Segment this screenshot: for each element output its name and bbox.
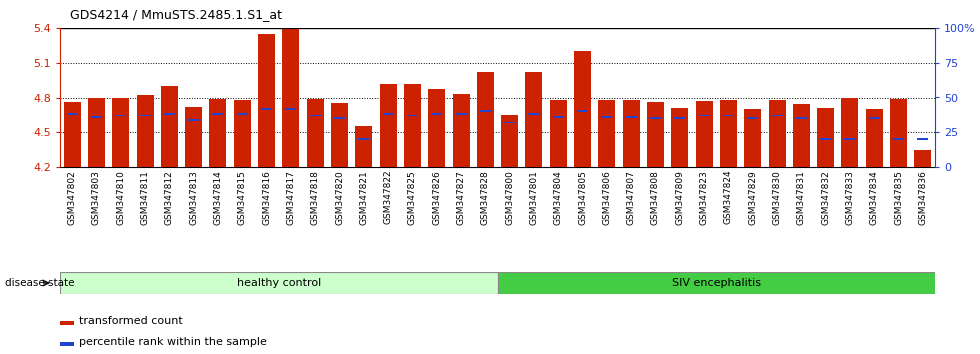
Bar (723, 115, 734, 116)
Bar (599, 100, 615, 167)
Bar (234, 100, 251, 167)
Bar (164, 113, 174, 115)
Bar (699, 115, 710, 116)
Bar (768, 100, 786, 167)
Bar (647, 102, 664, 167)
Bar (185, 107, 202, 167)
Bar (310, 115, 320, 116)
Bar (771, 115, 783, 116)
Bar (744, 109, 761, 167)
Bar (213, 113, 223, 115)
Bar (113, 97, 129, 167)
Bar (307, 99, 323, 167)
Bar (842, 97, 858, 167)
Bar (282, 29, 300, 167)
Bar (747, 118, 759, 119)
Bar (136, 95, 154, 167)
Bar (498, 272, 935, 294)
Bar (504, 121, 515, 124)
Bar (359, 138, 369, 140)
Bar (60, 342, 74, 346)
Bar (650, 118, 662, 119)
Bar (525, 72, 543, 167)
Bar (139, 115, 151, 116)
Bar (237, 113, 248, 115)
Bar (456, 113, 466, 115)
Text: percentile rank within the sample: percentile rank within the sample (79, 337, 268, 347)
Bar (817, 108, 834, 167)
Bar (796, 118, 807, 119)
Bar (574, 51, 591, 167)
Bar (577, 110, 588, 112)
Bar (331, 103, 348, 167)
Bar (477, 72, 494, 167)
Bar (696, 101, 712, 167)
Bar (404, 84, 421, 167)
Bar (64, 102, 80, 167)
Bar (501, 115, 518, 167)
Bar (674, 118, 685, 119)
Bar (480, 110, 491, 112)
Bar (671, 108, 688, 167)
Bar (356, 126, 372, 167)
Bar (868, 118, 880, 119)
Bar (67, 113, 77, 115)
Bar (91, 116, 102, 118)
Bar (60, 272, 498, 294)
Bar (428, 90, 445, 167)
Bar (820, 138, 831, 140)
Bar (625, 116, 637, 118)
Bar (793, 104, 809, 167)
Text: GDS4214 / MmuSTS.2485.1.S1_at: GDS4214 / MmuSTS.2485.1.S1_at (70, 8, 282, 21)
Text: transformed count: transformed count (79, 316, 183, 326)
Bar (550, 100, 566, 167)
Text: healthy control: healthy control (236, 278, 320, 288)
Bar (602, 116, 612, 118)
Bar (622, 100, 640, 167)
Bar (845, 138, 856, 140)
Bar (261, 108, 272, 109)
Bar (917, 138, 928, 140)
Bar (382, 113, 394, 115)
Bar (865, 109, 883, 167)
Bar (88, 97, 105, 167)
Bar (890, 99, 907, 167)
Bar (285, 108, 296, 109)
Bar (407, 115, 417, 116)
Bar (116, 115, 126, 116)
Bar (210, 99, 226, 167)
Bar (553, 116, 563, 118)
Bar (188, 119, 199, 121)
Bar (431, 113, 442, 115)
Bar (893, 138, 905, 140)
Text: disease state: disease state (5, 278, 74, 288)
Bar (258, 34, 275, 167)
Bar (528, 113, 539, 115)
Bar (334, 118, 345, 119)
Bar (914, 150, 931, 167)
Bar (453, 94, 469, 167)
Bar (720, 100, 737, 167)
Bar (379, 84, 397, 167)
Bar (60, 321, 74, 325)
Text: SIV encephalitis: SIV encephalitis (671, 278, 760, 288)
Bar (161, 86, 178, 167)
